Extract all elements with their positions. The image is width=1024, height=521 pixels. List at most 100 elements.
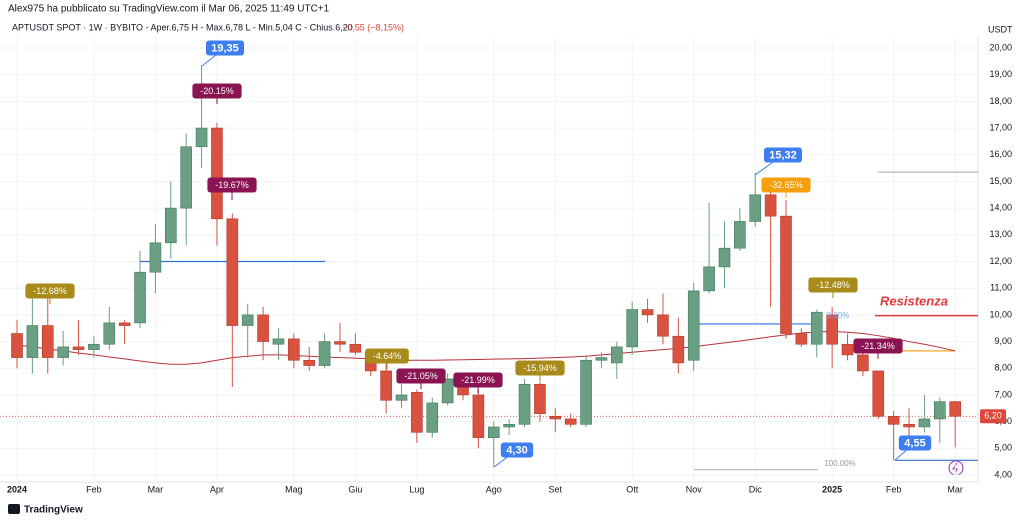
- candle-body: [149, 242, 162, 273]
- callout-box: [764, 147, 802, 163]
- candle-body: [872, 370, 885, 417]
- candle-body: [826, 314, 838, 345]
- candle-body: [411, 391, 423, 433]
- candle-body: [703, 266, 715, 292]
- x-tick-label: Mar: [148, 484, 164, 494]
- y-tick-label: 15,00: [989, 176, 1012, 186]
- y-tick-label: 8,00: [994, 363, 1012, 373]
- y-tick-label: 14,00: [989, 203, 1012, 213]
- callout-text: -19.67%: [215, 180, 249, 190]
- callout-box: [761, 177, 811, 193]
- callout-text: -32.65%: [769, 180, 803, 190]
- logo-text: TradingView: [24, 505, 83, 516]
- x-tick-label: Set: [549, 484, 563, 494]
- candle-body: [810, 311, 823, 345]
- last-price-label: 6,20: [984, 411, 1002, 421]
- candle-body: [72, 346, 85, 350]
- callout-text: -21.05%: [404, 371, 438, 381]
- candle-body: [887, 415, 900, 425]
- change: −0,55 (−8,15%): [342, 22, 404, 32]
- event-icon[interactable]: [948, 460, 964, 476]
- y-tick-label: 4,00: [994, 469, 1012, 479]
- candle-body: [795, 333, 808, 345]
- candle-body: [303, 359, 316, 366]
- candle-body: [780, 215, 792, 334]
- y-tick-label: 18,00: [989, 96, 1012, 106]
- callout-box: [453, 372, 503, 388]
- candle-body: [503, 423, 515, 428]
- candle-body: [564, 418, 577, 425]
- candle-body: [318, 341, 331, 366]
- candle-body: [349, 343, 362, 353]
- callout-text: -20.15%: [200, 86, 234, 96]
- callout-box: [515, 360, 565, 376]
- candle-body: [195, 127, 208, 148]
- callout-text: 4,55: [904, 437, 925, 449]
- callout-box: [500, 442, 534, 458]
- x-tick-label: Nov: [686, 484, 703, 494]
- candle-body: [211, 127, 223, 220]
- candle-body: [103, 322, 116, 345]
- candle-body: [441, 378, 454, 404]
- symbol: APTUSDT SPOT · 1W · BYBIT: [12, 22, 137, 32]
- candle-body: [933, 401, 946, 420]
- candle-body: [841, 343, 854, 356]
- x-tick-label: Mar: [947, 484, 963, 494]
- callout-text: -15.94%: [523, 363, 557, 373]
- x-tick-label: Dic: [749, 484, 762, 494]
- candle-body: [611, 346, 623, 364]
- candle-body: [487, 426, 500, 438]
- candle-body: [641, 309, 654, 316]
- callout-box: [206, 40, 244, 56]
- y-tick-label: 17,00: [989, 122, 1012, 132]
- callout-box: [853, 338, 903, 354]
- x-tick-label: 2024: [7, 484, 27, 494]
- candle-body: [549, 415, 562, 420]
- callout-box: [898, 435, 932, 451]
- candle-body: [657, 314, 669, 337]
- x-tick-label: Feb: [886, 484, 902, 494]
- callout-text: 4,30: [506, 444, 527, 456]
- candle-body: [903, 423, 915, 428]
- candle-body: [134, 271, 146, 324]
- candle-body: [272, 338, 285, 345]
- candle-body: [672, 335, 685, 364]
- candle-body: [288, 338, 300, 361]
- callout-box: [396, 368, 446, 384]
- candle-body: [687, 290, 700, 361]
- x-tick-label: 2025: [822, 484, 842, 494]
- candle-body: [180, 146, 192, 209]
- y-tick-label: 11,00: [990, 283, 1012, 293]
- ohlc: O - Aper.6,75 H - Max.6,78 L - Min.5,04 …: [136, 22, 353, 32]
- x-tick-label: Lug: [409, 484, 424, 494]
- y-tick-label: 20,00: [989, 42, 1012, 52]
- unit-label: USDT: [988, 24, 1013, 34]
- candle-body: [426, 402, 439, 433]
- candle-body: [734, 221, 746, 249]
- x-tick-label: Ago: [486, 484, 502, 494]
- candle-body: [918, 418, 931, 428]
- note-text: Resistenza: [880, 293, 948, 308]
- candle-body: [57, 346, 69, 358]
- candle-body: [118, 322, 131, 326]
- x-tick-label: Giu: [348, 484, 362, 494]
- note-text: 100.00%: [824, 459, 856, 468]
- logo-icon: [8, 504, 20, 514]
- candle-body: [165, 207, 177, 244]
- candle-body: [380, 370, 392, 401]
- candle-body: [11, 333, 23, 358]
- candle-body: [764, 194, 777, 217]
- y-tick-label: 5,00: [994, 443, 1012, 453]
- callout-box: [365, 348, 409, 364]
- x-tick-label: Mag: [285, 484, 303, 494]
- callout-text: 19,35: [211, 42, 239, 54]
- callout-box: [192, 83, 242, 99]
- candle-body: [626, 309, 639, 348]
- candle-body: [534, 383, 546, 414]
- note-text: 0.00%: [827, 311, 850, 320]
- callout-text: -21.99%: [461, 375, 495, 385]
- callout-text: -21.34%: [861, 341, 895, 351]
- callout-box: [808, 277, 858, 293]
- callout-text: 15,32: [769, 149, 797, 161]
- y-tick-label: 7,00: [994, 389, 1012, 399]
